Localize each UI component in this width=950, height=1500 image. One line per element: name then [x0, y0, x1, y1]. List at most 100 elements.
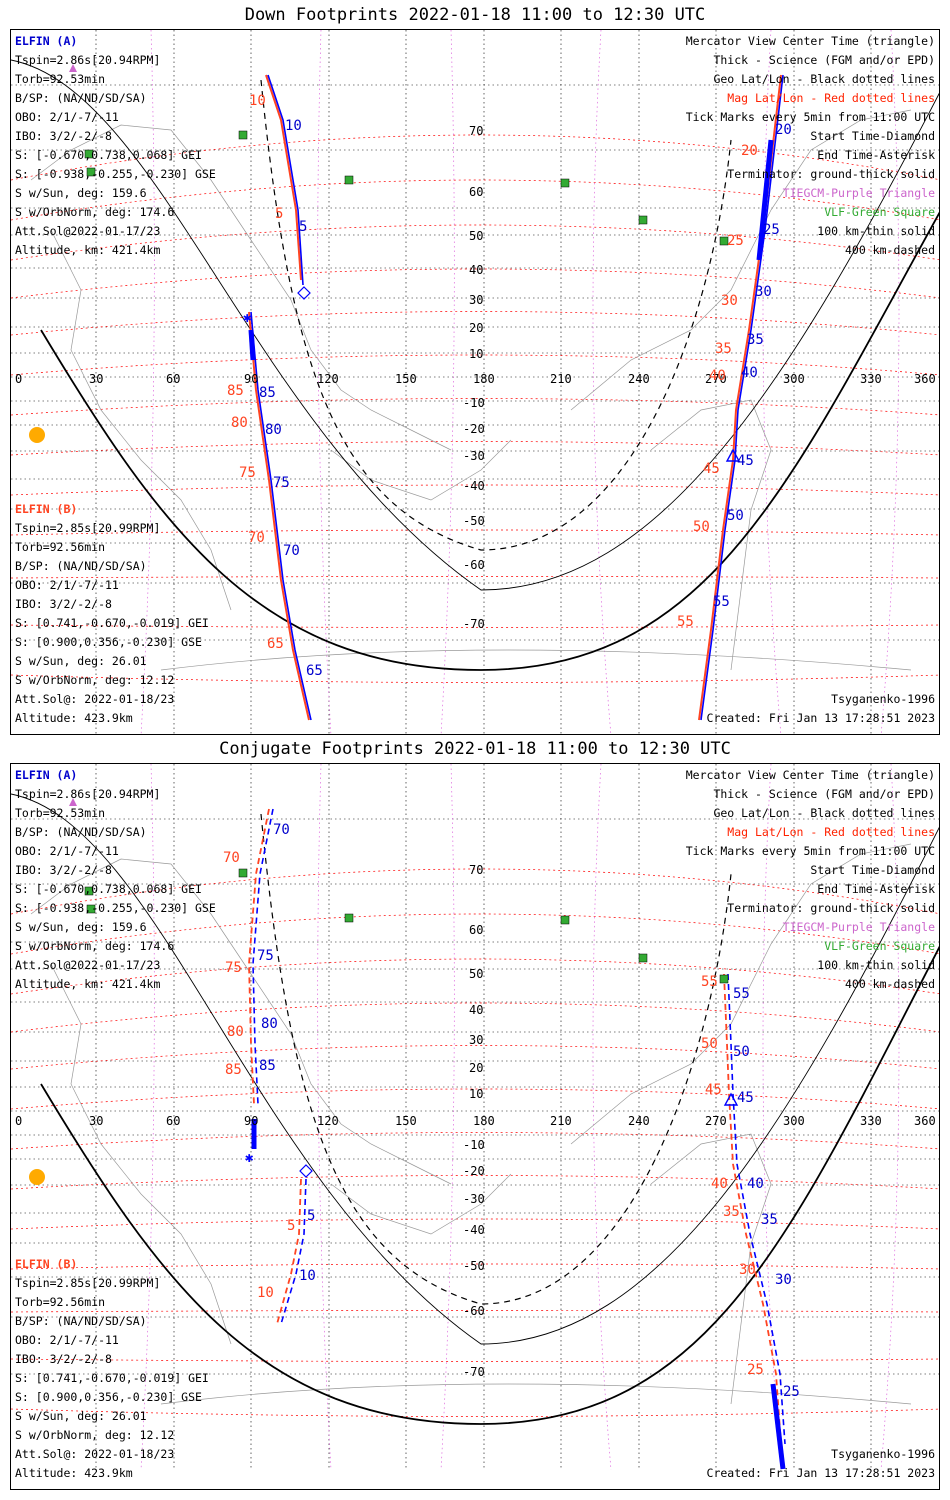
elfin-a-tick-label: 5 [299, 219, 307, 235]
elfin-a-info-line: Tspin=2.86s[20.94RPM] [15, 787, 161, 801]
sun-icon [29, 427, 45, 443]
elfin-b-tick-label: 45 [705, 1082, 722, 1098]
panel-2-map: ✱ 0 30 60 90 120 150 180 210 240 270 300… [11, 764, 939, 1471]
elfin-a-info-line: S: [-0.938,-0.255,-0.230] GSE [15, 901, 216, 915]
elfin-b-tick-label: 70 [248, 530, 265, 546]
elfin-a-info-line: Altitude, km: 421.4km [15, 977, 161, 991]
elfin-a-tick-label: 75 [273, 475, 290, 491]
lat-axis-labels: 70 60 50 40 30 20 10 -10 -20 -30 -40 -50… [463, 124, 485, 631]
elfin-a-info-line: OBO: 2/1/-7/-11 [15, 844, 119, 858]
elfin-b-tick-label: 70 [223, 850, 240, 866]
elfin-a-tick-label: 65 [306, 663, 323, 679]
lon-tick: 180 [473, 1114, 495, 1128]
start-time-diamond [297, 286, 311, 300]
elfin-a-tick-label: 55 [713, 594, 730, 610]
legend-item: End Time-Asterisk [817, 882, 935, 896]
elfin-b-info-line: S: [0.900,0.356,-0.230] GSE [15, 635, 202, 649]
elfin-b-info-line: IBO: 3/2/-2/-8 [15, 1352, 112, 1366]
model-label: Tsyganenko-1996 [831, 1447, 935, 1461]
lat-tick: -30 [463, 449, 485, 463]
view-center-triangle [725, 448, 741, 462]
elfin-a-info-line: Att.Sol@2022-01-17/23 [15, 958, 161, 972]
lon-axis-labels: 0 30 60 90 120 150 180 210 240 270 300 3… [15, 372, 936, 386]
elfin-a-tick-label: 35 [747, 332, 764, 348]
elfin-a-tick-label: 5 [307, 1208, 315, 1224]
lat-tick: 40 [469, 263, 483, 277]
elfin-a-tick-label: 85 [259, 385, 276, 401]
lat-tick: 20 [469, 1061, 483, 1075]
elfin-a-tick-label: 30 [775, 1272, 792, 1288]
elfin-b-info-line: B/SP: (NA/ND/SD/SA) [15, 1314, 147, 1328]
elfin-a-tick-label: 70 [273, 822, 290, 838]
elfin-b-tick-label: 35 [715, 341, 732, 357]
lon-tick: 330 [860, 1114, 882, 1128]
lon-tick: 120 [317, 372, 339, 386]
elfin-b-tick-label: 45 [703, 461, 720, 477]
lon-tick: 360 [914, 1114, 936, 1128]
legend-item: Mercator View Center Time (triangle) [685, 768, 935, 782]
legend-item: Tick Marks every 5min from 11:00 UTC [685, 844, 935, 858]
lon-tick: 240 [628, 1114, 650, 1128]
lat-tick: 10 [469, 1087, 483, 1101]
lat-tick: 20 [469, 321, 483, 335]
elfin-a-track-2 [250, 311, 312, 721]
lat-tick: -30 [463, 1192, 485, 1206]
elfin-a-info-line: B/SP: (NA/ND/SD/SA) [15, 825, 147, 839]
elfin-a-science-segment-1 [248, 329, 256, 361]
elfin-a-info-line: S: [-0.938,-0.255,-0.230] GSE [15, 167, 216, 181]
elfin-a-track-1 [267, 74, 304, 286]
elfin-a-label: ELFIN (A) [15, 768, 78, 782]
elfin-a-info-line: Att.Sol@2022-01-17/23 [15, 224, 161, 238]
elfin-b-tick-label: 55 [701, 974, 718, 990]
lat-tick: 70 [469, 863, 483, 877]
elfin-b-info-line: S w/Sun, deg: 26.01 [15, 1409, 147, 1423]
elfin-a-info-line: Torb=92.53min [15, 72, 106, 86]
elfin-b-tick-label: 10 [249, 93, 266, 109]
lat-tick: 60 [469, 185, 483, 199]
sun-icon [29, 1169, 45, 1185]
lat-axis-labels: 70 60 50 40 30 20 10 -10 -20 -30 -40 -50… [463, 863, 485, 1379]
elfin-a-tick-label: 50 [733, 1044, 750, 1060]
elfin-b-info-line: S w/Sun, deg: 26.01 [15, 654, 147, 668]
legend-item: Tick Marks every 5min from 11:00 UTC [685, 110, 935, 124]
lon-axis-labels: 0 30 60 90 120 150 180 210 240 270 300 3… [15, 1114, 936, 1128]
elfin-b-tick-label: 25 [747, 1362, 764, 1378]
elfin-b-info-line: S: [0.900,0.356,-0.230] GSE [15, 1390, 202, 1404]
elfin-b-tick-label: 40 [709, 368, 726, 384]
elfin-a-science-segment-2 [756, 139, 774, 261]
panel-2-title: Conjugate Footprints 2022-01-18 11:00 to… [219, 739, 731, 759]
elfin-b-label: ELFIN (B) [15, 502, 78, 516]
created-timestamp: Created: Fri Jan 13 17:28:51 2023 [706, 1466, 935, 1480]
elfin-a-info-line: IBO: 3/2/-2/-8 [15, 129, 112, 143]
legend-item: VLF-Green Square [824, 205, 935, 219]
elfin-b-tick-label: 25 [727, 233, 744, 249]
legend-item: Geo Lat/Lon - Black dotted lines [713, 806, 935, 820]
elfin-a-info-line: S w/Sun, deg: 159.6 [15, 186, 147, 200]
footprint-400km-curve [260, 79, 732, 551]
footprint-100km-curve [11, 59, 939, 591]
elfin-b-tick-label: 5 [275, 206, 283, 222]
elfin-a-info-line: S w/Sun, deg: 159.6 [15, 920, 147, 934]
elfin-a-tick-label: 10 [285, 118, 302, 134]
lon-tick: 300 [783, 1114, 805, 1128]
elfin-a-tick-label: 40 [747, 1176, 764, 1192]
vlf-station-squares [84, 130, 729, 246]
view-center-triangle [723, 1092, 739, 1106]
elfin-b-info-line: IBO: 3/2/-2/-8 [15, 597, 112, 611]
lat-tick: 60 [469, 923, 483, 937]
elfin-b-tick-label: 75 [239, 465, 256, 481]
lon-tick: 30 [89, 1114, 103, 1128]
elfin-b-info-line: B/SP: (NA/ND/SD/SA) [15, 559, 147, 573]
lon-tick: 270 [705, 1114, 727, 1128]
elfin-b-tick-label: 35 [723, 1204, 740, 1220]
elfin-a-tick-label: 30 [755, 284, 772, 300]
end-time-asterisk: ✱ [245, 1150, 254, 1166]
elfin-a-tick-label: 35 [761, 1212, 778, 1228]
elfin-b-tick-label: 20 [741, 143, 758, 159]
elfin-a-info-line: IBO: 3/2/-2/-8 [15, 863, 112, 877]
elfin-a-tick-label: 25 [783, 1384, 800, 1400]
elfin-b-info-line: S: [0.741,-0.670,-0.019] GEI [15, 1371, 209, 1385]
lat-tick: -10 [463, 396, 485, 410]
elfin-b-info-line: Tspin=2.85s[20.99RPM] [15, 1276, 161, 1290]
created-timestamp: Created: Fri Jan 13 17:28:51 2023 [706, 711, 935, 725]
